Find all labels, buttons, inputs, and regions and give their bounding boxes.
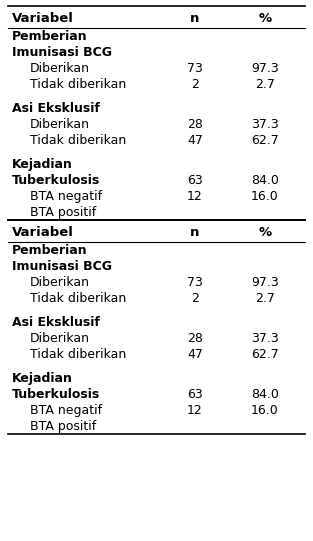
- Text: Pemberian: Pemberian: [12, 245, 88, 258]
- Text: BTA positif: BTA positif: [30, 206, 96, 219]
- Text: Kejadian: Kejadian: [12, 159, 73, 171]
- Text: Tuberkulosis: Tuberkulosis: [12, 388, 100, 401]
- Text: 97.3: 97.3: [251, 62, 279, 75]
- Text: 2.7: 2.7: [255, 78, 275, 91]
- Text: Asi Eksklusif: Asi Eksklusif: [12, 316, 100, 329]
- Text: 37.3: 37.3: [251, 118, 279, 131]
- Text: Imunisasi BCG: Imunisasi BCG: [12, 47, 112, 60]
- Text: Variabel: Variabel: [12, 226, 74, 239]
- Text: 73: 73: [187, 276, 203, 289]
- Text: Kejadian: Kejadian: [12, 372, 73, 385]
- Text: n: n: [190, 11, 200, 24]
- Text: 2: 2: [191, 78, 199, 91]
- Text: 62.7: 62.7: [251, 134, 279, 147]
- Text: Tidak diberikan: Tidak diberikan: [30, 134, 126, 147]
- Text: 28: 28: [187, 332, 203, 345]
- Text: 47: 47: [187, 134, 203, 147]
- Text: Diberikan: Diberikan: [30, 276, 90, 289]
- Text: 28: 28: [187, 118, 203, 131]
- Text: Pemberian: Pemberian: [12, 30, 88, 43]
- Text: 63: 63: [187, 174, 203, 187]
- Text: Diberikan: Diberikan: [30, 118, 90, 131]
- Text: %: %: [259, 11, 272, 24]
- Text: BTA negatif: BTA negatif: [30, 404, 102, 417]
- Text: %: %: [259, 226, 272, 239]
- Text: Diberikan: Diberikan: [30, 62, 90, 75]
- Text: 73: 73: [187, 62, 203, 75]
- Text: 97.3: 97.3: [251, 276, 279, 289]
- Text: 63: 63: [187, 388, 203, 401]
- Text: Tidak diberikan: Tidak diberikan: [30, 348, 126, 361]
- Text: 37.3: 37.3: [251, 332, 279, 345]
- Text: 12: 12: [187, 190, 203, 203]
- Text: 16.0: 16.0: [251, 404, 279, 417]
- Text: Imunisasi BCG: Imunisasi BCG: [12, 260, 112, 273]
- Text: BTA positif: BTA positif: [30, 420, 96, 433]
- Text: Diberikan: Diberikan: [30, 332, 90, 345]
- Text: 2.7: 2.7: [255, 292, 275, 305]
- Text: BTA negatif: BTA negatif: [30, 190, 102, 203]
- Text: 84.0: 84.0: [251, 388, 279, 401]
- Text: Variabel: Variabel: [12, 11, 74, 24]
- Text: n: n: [190, 226, 200, 239]
- Text: Asi Eksklusif: Asi Eksklusif: [12, 102, 100, 115]
- Text: Tuberkulosis: Tuberkulosis: [12, 174, 100, 187]
- Text: 62.7: 62.7: [251, 348, 279, 361]
- Text: 16.0: 16.0: [251, 190, 279, 203]
- Text: 12: 12: [187, 404, 203, 417]
- Text: Tidak diberikan: Tidak diberikan: [30, 292, 126, 305]
- Text: 2: 2: [191, 292, 199, 305]
- Text: Tidak diberikan: Tidak diberikan: [30, 78, 126, 91]
- Text: 84.0: 84.0: [251, 174, 279, 187]
- Text: 47: 47: [187, 348, 203, 361]
